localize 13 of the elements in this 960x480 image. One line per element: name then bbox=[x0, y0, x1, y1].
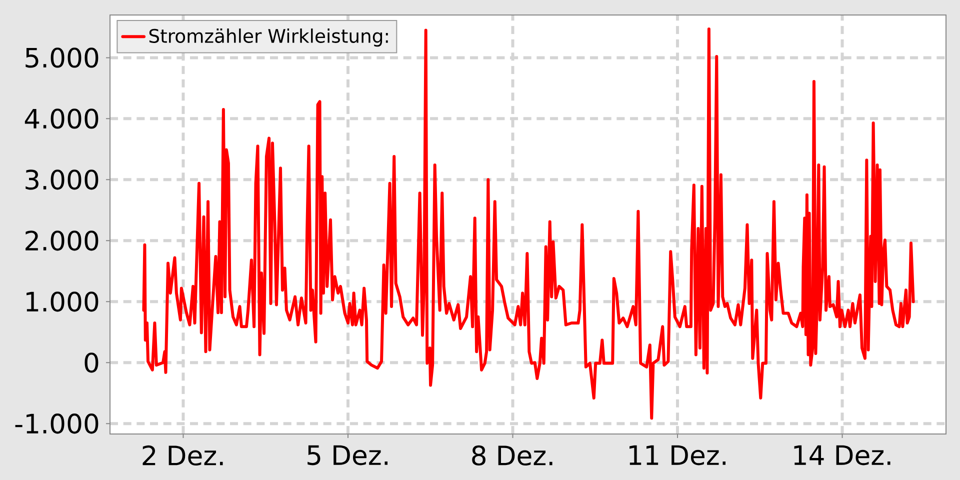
x-tick-label: 14 Dez. bbox=[794, 445, 890, 466]
y-tick-label: 4.000 bbox=[24, 108, 98, 129]
y-tick-label: -1.000 bbox=[15, 414, 98, 434]
y-tick-label: 5.000 bbox=[26, 48, 98, 68]
x-tick-label: 5 Dez. bbox=[308, 445, 388, 466]
y-tick-label: 3.000 bbox=[26, 170, 98, 190]
x-tick-label: 11 Dez. bbox=[630, 445, 726, 466]
y-tick-label: 1.000 bbox=[26, 292, 98, 312]
x-tick-label: 8 Dez. bbox=[472, 445, 552, 466]
x-tick-label: 2 Dez. bbox=[142, 445, 223, 466]
y-tick-label: 0 bbox=[84, 352, 98, 373]
legend-label: Stromzähler Wirkleistung: bbox=[149, 28, 388, 47]
y-tick-label: 2.000 bbox=[26, 230, 98, 251]
